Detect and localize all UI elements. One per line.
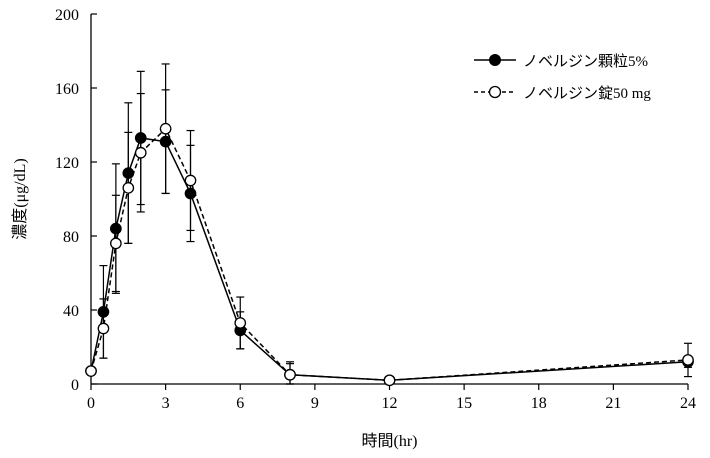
series-line-1 (90, 127, 689, 382)
markers-series-0 (85, 132, 694, 387)
data-point (110, 237, 122, 250)
legend: ノベルジン顆粒5% ノベルジン錠50 mg (474, 53, 651, 102)
legend-item-granules: ノベルジン顆粒5% (474, 53, 648, 70)
x-tick-label: 21 (605, 395, 621, 412)
data-point (159, 135, 172, 148)
data-point (383, 374, 396, 387)
data-point (234, 317, 247, 329)
x-tick-label: 12 (382, 395, 398, 412)
data-point (122, 167, 135, 179)
y-tick-label: 0 (71, 377, 79, 394)
series-line-0 (90, 137, 689, 382)
y-tick-label: 160 (55, 81, 79, 98)
error-bars-series-0 (99, 70, 692, 385)
x-tick-label: 24 (680, 395, 696, 412)
data-point (159, 122, 172, 135)
plot-area: 0 3 6 9 12 15 18 21 24 0 40 80 120 160 200 (55, 7, 696, 412)
legend-marker-granules (489, 54, 501, 66)
data-point (97, 305, 110, 318)
legend-label-granules: ノベルジン顆粒5% (523, 53, 648, 70)
data-point (122, 182, 135, 194)
x-tick-label: 18 (531, 395, 547, 412)
data-point (110, 222, 122, 235)
y-tick-label: 80 (63, 229, 79, 246)
markers-series-1 (85, 122, 694, 387)
legend-label-tablet: ノベルジン錠50 mg (523, 85, 651, 102)
y-axis-title: 濃度(μg/dL) (11, 158, 29, 239)
data-point (134, 132, 147, 144)
legend-marker-tablet (488, 85, 502, 99)
x-tick-label: 6 (236, 395, 244, 412)
x-tick-label: 3 (162, 395, 170, 412)
error-bars-series-1 (99, 63, 692, 385)
series-layer (85, 63, 694, 387)
data-point (284, 368, 296, 381)
x-ticks: 0 3 6 9 12 15 18 21 24 (87, 384, 696, 412)
y-tick-label: 40 (63, 303, 79, 320)
x-axis-title: 時間(hr) (362, 432, 418, 450)
data-point (134, 146, 147, 159)
data-point (682, 354, 694, 366)
y-ticks: 0 40 80 120 160 200 (55, 7, 97, 394)
x-tick-label: 15 (456, 395, 472, 412)
data-point (184, 187, 197, 200)
data-point (184, 174, 197, 187)
y-tick-label: 120 (55, 155, 79, 172)
y-tick-label: 200 (55, 7, 79, 24)
x-tick-label: 0 (87, 395, 95, 412)
data-point (85, 365, 97, 377)
legend-item-tablet: ノベルジン錠50 mg (474, 85, 651, 102)
data-point (97, 322, 110, 335)
x-tick-label: 9 (311, 395, 319, 412)
